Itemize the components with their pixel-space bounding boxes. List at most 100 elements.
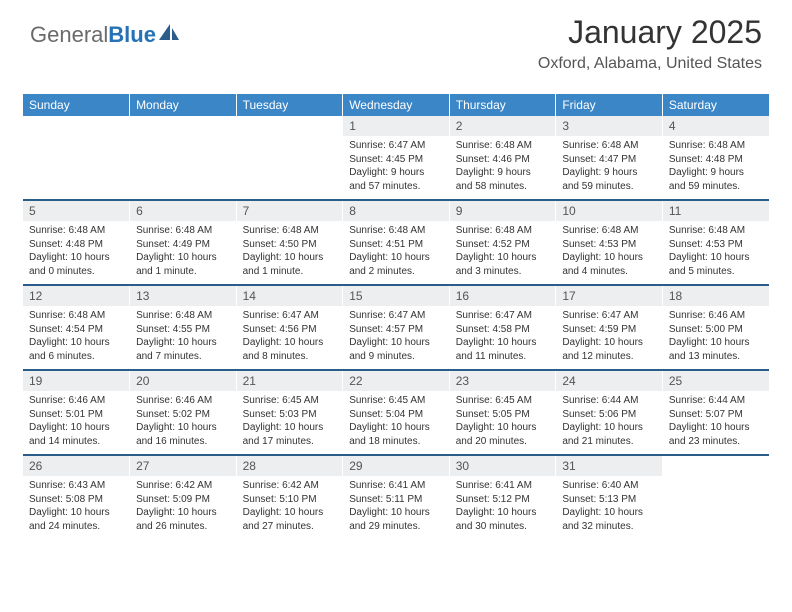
day-number: 24	[562, 374, 575, 388]
sunrise-text: Sunrise: 6:46 AM	[29, 394, 123, 408]
day-number-cell: 20	[130, 371, 237, 391]
daylight-text: and 21 minutes.	[562, 435, 656, 449]
daylight-text: Daylight: 10 hours	[456, 336, 550, 350]
day-number-cell: 23	[449, 371, 556, 391]
sunset-text: Sunset: 5:09 PM	[136, 493, 230, 507]
day-detail-cell: Sunrise: 6:47 AMSunset: 4:56 PMDaylight:…	[236, 306, 343, 370]
day-detail-cell	[23, 136, 130, 200]
sunrise-text: Sunrise: 6:48 AM	[456, 224, 550, 238]
sunrise-text: Sunrise: 6:48 AM	[562, 224, 656, 238]
sunrise-text: Sunrise: 6:48 AM	[243, 224, 337, 238]
day-detail-cell: Sunrise: 6:48 AMSunset: 4:49 PMDaylight:…	[130, 221, 237, 285]
day-detail-row: Sunrise: 6:47 AMSunset: 4:45 PMDaylight:…	[23, 136, 769, 200]
daylight-text: Daylight: 10 hours	[562, 336, 656, 350]
day-number: 20	[136, 374, 149, 388]
day-number-cell: 9	[449, 201, 556, 221]
day-number-cell: 4	[662, 116, 769, 136]
sunrise-text: Sunrise: 6:48 AM	[136, 309, 230, 323]
day-number-cell: 2	[449, 116, 556, 136]
sunset-text: Sunset: 5:07 PM	[669, 408, 763, 422]
sunrise-text: Sunrise: 6:46 AM	[669, 309, 763, 323]
day-detail-cell: Sunrise: 6:48 AMSunset: 4:50 PMDaylight:…	[236, 221, 343, 285]
sunrise-text: Sunrise: 6:42 AM	[136, 479, 230, 493]
day-number: 17	[562, 289, 575, 303]
day-number-cell: 12	[23, 286, 130, 306]
day-number-cell: 11	[662, 201, 769, 221]
day-number: 10	[562, 204, 575, 218]
daylight-text: and 6 minutes.	[29, 350, 123, 364]
sunset-text: Sunset: 4:53 PM	[669, 238, 763, 252]
day-detail-cell: Sunrise: 6:45 AMSunset: 5:05 PMDaylight:…	[449, 391, 556, 455]
day-detail-cell: Sunrise: 6:44 AMSunset: 5:06 PMDaylight:…	[556, 391, 663, 455]
sunrise-text: Sunrise: 6:47 AM	[456, 309, 550, 323]
day-number: 30	[456, 459, 469, 473]
sunset-text: Sunset: 4:52 PM	[456, 238, 550, 252]
day-number: 16	[456, 289, 469, 303]
sunset-text: Sunset: 5:03 PM	[243, 408, 337, 422]
daylight-text: and 2 minutes.	[349, 265, 443, 279]
day-detail-row: Sunrise: 6:46 AMSunset: 5:01 PMDaylight:…	[23, 391, 769, 455]
daylight-text: and 58 minutes.	[456, 180, 550, 194]
sunrise-text: Sunrise: 6:48 AM	[562, 139, 656, 153]
day-number-cell: 16	[449, 286, 556, 306]
day-number: 7	[243, 204, 250, 218]
daylight-text: and 5 minutes.	[669, 265, 763, 279]
day-detail-cell: Sunrise: 6:41 AMSunset: 5:11 PMDaylight:…	[343, 476, 450, 539]
day-number-cell	[662, 456, 769, 476]
day-number: 19	[29, 374, 42, 388]
header: GeneralBlue January 2025 Oxford, Alabama…	[0, 0, 792, 86]
day-number-cell: 10	[556, 201, 663, 221]
sunrise-text: Sunrise: 6:47 AM	[349, 309, 443, 323]
day-detail-cell: Sunrise: 6:46 AMSunset: 5:00 PMDaylight:…	[662, 306, 769, 370]
daylight-text: Daylight: 10 hours	[456, 506, 550, 520]
day-detail-cell: Sunrise: 6:47 AMSunset: 4:57 PMDaylight:…	[343, 306, 450, 370]
day-number-cell: 24	[556, 371, 663, 391]
daylight-text: Daylight: 10 hours	[669, 421, 763, 435]
day-number-cell: 22	[343, 371, 450, 391]
calendar-table: Sunday Monday Tuesday Wednesday Thursday…	[23, 94, 769, 539]
day-detail-cell: Sunrise: 6:45 AMSunset: 5:04 PMDaylight:…	[343, 391, 450, 455]
day-number-row: 1234	[23, 116, 769, 136]
daylight-text: and 24 minutes.	[29, 520, 123, 534]
day-detail-cell: Sunrise: 6:43 AMSunset: 5:08 PMDaylight:…	[23, 476, 130, 539]
day-number: 11	[669, 204, 681, 218]
logo-text-1: General	[30, 22, 108, 48]
sunrise-text: Sunrise: 6:40 AM	[562, 479, 656, 493]
sunset-text: Sunset: 5:12 PM	[456, 493, 550, 507]
day-number: 1	[349, 119, 356, 133]
daylight-text: and 29 minutes.	[349, 520, 443, 534]
day-number: 27	[136, 459, 149, 473]
daylight-text: Daylight: 9 hours	[349, 166, 443, 180]
sunset-text: Sunset: 4:56 PM	[243, 323, 337, 337]
daylight-text: and 32 minutes.	[562, 520, 656, 534]
day-detail-cell: Sunrise: 6:48 AMSunset: 4:55 PMDaylight:…	[130, 306, 237, 370]
day-number-row: 567891011	[23, 201, 769, 221]
sunset-text: Sunset: 4:48 PM	[669, 153, 763, 167]
col-sunday: Sunday	[23, 94, 130, 116]
sunrise-text: Sunrise: 6:41 AM	[349, 479, 443, 493]
sunset-text: Sunset: 4:45 PM	[349, 153, 443, 167]
day-detail-cell: Sunrise: 6:41 AMSunset: 5:12 PMDaylight:…	[449, 476, 556, 539]
sunrise-text: Sunrise: 6:45 AM	[243, 394, 337, 408]
day-detail-cell: Sunrise: 6:48 AMSunset: 4:48 PMDaylight:…	[23, 221, 130, 285]
day-number-cell: 13	[130, 286, 237, 306]
day-detail-cell	[130, 136, 237, 200]
daylight-text: Daylight: 10 hours	[29, 336, 123, 350]
day-detail-cell: Sunrise: 6:48 AMSunset: 4:47 PMDaylight:…	[556, 136, 663, 200]
daylight-text: Daylight: 9 hours	[669, 166, 763, 180]
daylight-text: Daylight: 10 hours	[243, 506, 337, 520]
day-detail-cell: Sunrise: 6:42 AMSunset: 5:09 PMDaylight:…	[130, 476, 237, 539]
daylight-text: Daylight: 10 hours	[456, 421, 550, 435]
daylight-text: and 7 minutes.	[136, 350, 230, 364]
day-number-cell: 7	[236, 201, 343, 221]
daylight-text: Daylight: 10 hours	[29, 506, 123, 520]
day-detail-cell: Sunrise: 6:48 AMSunset: 4:54 PMDaylight:…	[23, 306, 130, 370]
sunrise-text: Sunrise: 6:48 AM	[349, 224, 443, 238]
daylight-text: Daylight: 10 hours	[562, 506, 656, 520]
sunrise-text: Sunrise: 6:46 AM	[136, 394, 230, 408]
daylight-text: Daylight: 10 hours	[29, 421, 123, 435]
day-number: 2	[456, 119, 463, 133]
day-detail-cell: Sunrise: 6:48 AMSunset: 4:52 PMDaylight:…	[449, 221, 556, 285]
day-number-cell: 31	[556, 456, 663, 476]
sunrise-text: Sunrise: 6:47 AM	[562, 309, 656, 323]
